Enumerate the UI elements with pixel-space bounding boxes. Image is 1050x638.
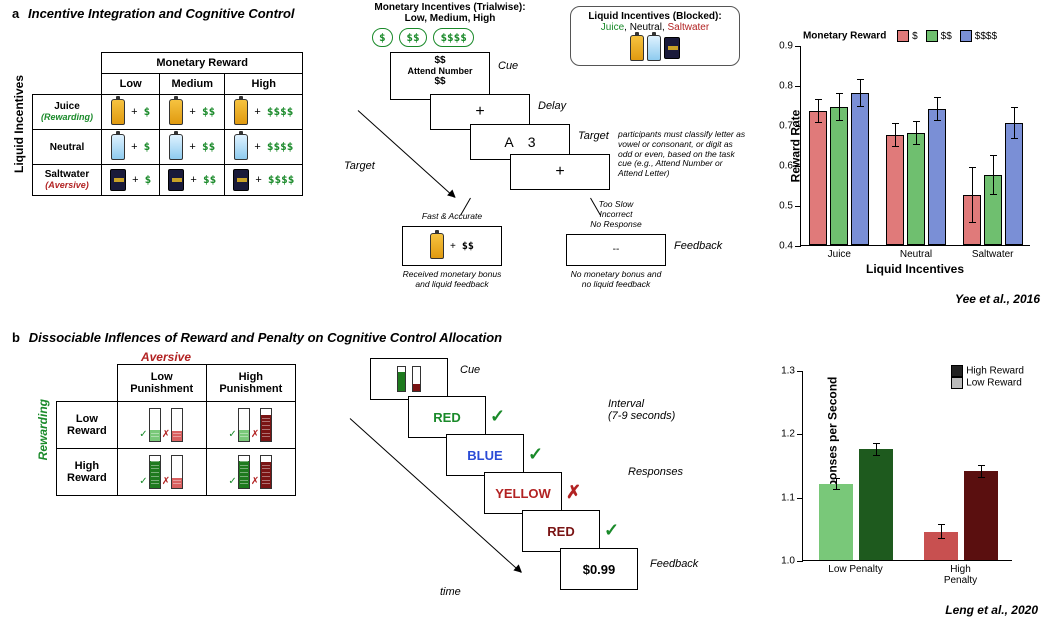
cell: + $$ — [160, 130, 225, 165]
row-1: HighReward — [57, 449, 118, 496]
col-high-pun: High Punishment — [206, 365, 295, 402]
rewarding-header: Rewarding — [36, 399, 50, 460]
gauge-cell: ✓✗ — [206, 449, 295, 496]
panel-b-table: Aversive Rewarding Low Punishment High P… — [36, 350, 296, 496]
cross-icon: ✗ — [566, 482, 581, 503]
lbl-responses: Responses — [628, 466, 683, 478]
delay2-card: + — [510, 154, 610, 190]
stroop-word: BLUE — [446, 434, 524, 476]
good-header: Fast & Accurate — [402, 212, 502, 222]
lbl-feedback-b: Feedback — [650, 558, 698, 570]
bar — [964, 471, 998, 560]
liquid-row-juice: Juice(Rewarding) — [33, 95, 102, 130]
panel-b-chart: High Reward Low Reward 1.01.11.21.3Corre… — [758, 365, 1028, 561]
aversive-header: Aversive — [36, 350, 296, 364]
liquid-row-neutral: Neutral — [33, 130, 102, 165]
panel-a-table: Liquid Incentives Monetary Reward Low Me… — [12, 52, 322, 196]
chartA-legend: Monetary Reward $$$$$$$ — [760, 30, 1040, 42]
bad-header: Too Slow Incorrect No Response — [566, 200, 666, 229]
col-low: Low — [102, 74, 160, 95]
cell: + $$ — [160, 165, 225, 196]
lbl-target: Target — [578, 130, 609, 142]
bar — [886, 135, 904, 245]
check-icon: ✓ — [604, 520, 619, 541]
bar — [819, 484, 853, 560]
lbl-feedback: Feedback — [674, 240, 722, 252]
cell: + $$$$ — [225, 130, 303, 165]
stroop-word: YELLOW — [484, 472, 562, 514]
stroop-word: RED — [522, 510, 600, 552]
check-icon: ✓ — [528, 444, 543, 465]
citation-b: Leng et al., 2020 — [945, 603, 1038, 617]
gauge-cell: ✓✗ — [117, 449, 206, 496]
gauge-cell: ✓✗ — [206, 402, 295, 449]
saltwater-icon — [664, 37, 680, 59]
stroop-word: RED — [408, 396, 486, 438]
water-icon — [647, 35, 661, 61]
panel-b-label: b — [12, 330, 20, 345]
panel-a-title: Incentive Integration and Cognitive Cont… — [28, 6, 295, 21]
pill-med: $$ — [399, 28, 426, 47]
bar — [1005, 123, 1023, 245]
bar — [928, 109, 946, 245]
liquid-row-saltwater: Saltwater(Aversive) — [33, 165, 102, 196]
cell: + $$$$ — [225, 165, 303, 196]
lbl-interval: Interval (7-9 seconds) — [608, 398, 675, 422]
check-icon: ✓ — [490, 406, 505, 427]
monetary-header: Monetary Reward — [102, 53, 303, 74]
liquid-block-box: Liquid Incentives (Blocked): Juice, Neut… — [570, 6, 740, 66]
good-caption: Received monetary bonus and liquid feedb… — [402, 270, 502, 290]
bar — [907, 133, 925, 245]
bar — [809, 111, 827, 245]
bar — [859, 449, 893, 560]
panel-a-label: a — [12, 6, 19, 21]
pill-low: $ — [372, 28, 393, 47]
cue-card: $$ Attend Number $$ — [390, 52, 490, 100]
bar — [851, 93, 869, 245]
col-low-pun: Low Punishment — [117, 365, 206, 402]
bad-caption: No monetary bonus and no liquid feedback — [566, 270, 666, 290]
liq-juice: Juice — [601, 22, 624, 33]
juice-icon — [430, 233, 444, 259]
liq-salt: Saltwater — [668, 22, 710, 33]
cell: + $$ — [160, 95, 225, 130]
bar — [830, 107, 848, 245]
trial-instructions: participants must classify letter as vow… — [618, 130, 748, 179]
good-feedback-card: + $$ — [402, 226, 502, 266]
pill-row: $ $$ $$$$ — [370, 28, 476, 47]
cell: + $$$$ — [225, 95, 303, 130]
lbl-delay: Delay — [538, 100, 566, 112]
liquid-axis-label: Liquid Incentives — [12, 75, 26, 173]
lbl-target2: Target — [344, 160, 375, 172]
stroop-feedback-card: $0.99 — [560, 548, 638, 590]
panel-b-header: b Dissociable Inflences of Reward and Pe… — [12, 330, 502, 345]
liquid-block-header: Liquid Incentives (Blocked): — [577, 11, 733, 22]
lbl-cue: Cue — [498, 60, 518, 72]
cell: + $ — [102, 95, 160, 130]
incentive-table: Monetary Reward Low Medium High Juice(Re… — [32, 52, 303, 196]
row-0: LowReward — [57, 402, 118, 449]
pill-high: $$$$ — [433, 28, 474, 47]
monetary-trial-header: Monetary Incentives (Trialwise): Low, Me… — [350, 2, 550, 24]
bad-feedback-card: -- — [566, 234, 666, 266]
panel-a-chart: Monetary Reward $$$$$$$ 0.40.50.60.70.80… — [760, 30, 1040, 246]
juice-icon — [630, 35, 644, 61]
stroop-cue-card — [370, 358, 448, 400]
reward-penalty-table: Low Punishment High Punishment LowReward… — [56, 364, 296, 496]
cell: + $ — [102, 165, 160, 196]
col-medium: Medium — [160, 74, 225, 95]
gauge-cell: ✓✗ — [117, 402, 206, 449]
col-high: High — [225, 74, 303, 95]
lbl-time: time — [440, 586, 461, 598]
cell: + $ — [102, 130, 160, 165]
chartA-xlabel: Liquid Incentives — [800, 262, 1030, 276]
panel-a-header: a Incentive Integration and Cognitive Co… — [12, 6, 295, 21]
panel-b-title: Dissociable Inflences of Reward and Pena… — [29, 330, 502, 345]
citation-a: Yee et al., 2016 — [955, 292, 1040, 306]
panel-b-stroop: Cue RED✓BLUE✓YELLOW✗RED✓ $0.99 Feedback … — [330, 358, 710, 618]
lbl-cue-b: Cue — [460, 364, 480, 376]
